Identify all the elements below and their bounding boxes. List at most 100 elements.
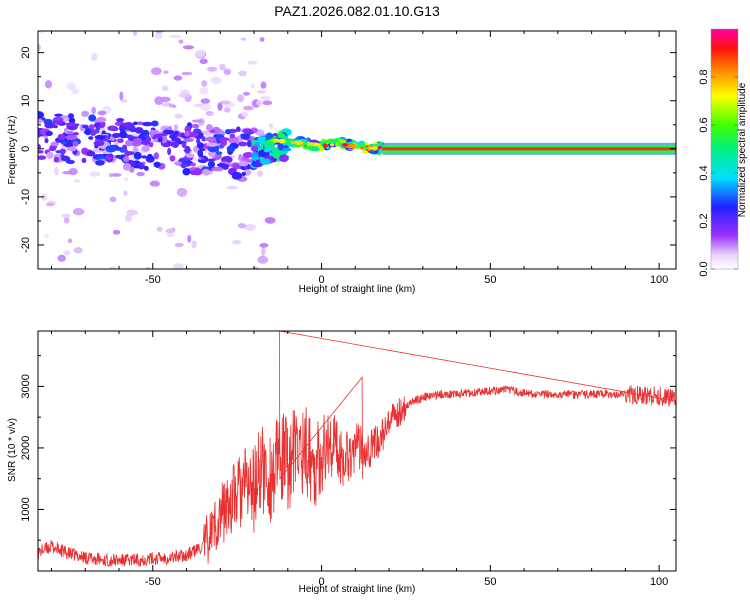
spectral-blob — [45, 130, 53, 137]
spectral-blob — [268, 122, 274, 129]
spectral-blob — [193, 168, 203, 176]
spectral-blob — [153, 152, 159, 160]
spectral-blob — [141, 155, 148, 159]
spectral-blob — [48, 146, 57, 152]
spectral-blob — [207, 66, 218, 72]
spectral-blob — [63, 127, 69, 134]
spectral-blob — [38, 43, 41, 52]
spectral-blob — [174, 242, 184, 248]
spectral-blob — [38, 149, 44, 154]
spectral-blob — [71, 88, 80, 95]
spectral-blob — [181, 71, 193, 76]
chart-title: PAZ1.2026.082.01.10.G13 — [274, 3, 440, 19]
spectral-blob — [191, 119, 203, 123]
spectral-blob — [262, 100, 273, 106]
spectral-blob — [204, 136, 217, 142]
spectral-blob — [259, 37, 265, 42]
snr-x-axis-label: Height of straight line (km) — [299, 584, 416, 595]
spectral-blob — [195, 49, 206, 58]
spectral-blob — [237, 222, 247, 229]
spectral-blob — [123, 190, 128, 196]
x-tick-label: 50 — [484, 576, 496, 588]
spectral-blob — [238, 153, 243, 162]
spectral-blob — [206, 158, 216, 162]
tone-line — [382, 147, 676, 151]
spectral-blob — [219, 100, 231, 105]
spectral-blob — [256, 90, 266, 94]
spectral-blob — [120, 99, 128, 103]
spectral-blob — [44, 234, 50, 239]
spectral-blob — [124, 177, 129, 181]
spectral-blob — [148, 142, 154, 148]
spectral-blob — [46, 151, 54, 159]
spectral-peak — [308, 142, 314, 146]
spectral-blob — [264, 217, 276, 224]
spectral-blob — [211, 166, 224, 172]
spectral-blob — [169, 34, 182, 39]
spectral-blob — [89, 171, 101, 177]
spectral-blob — [251, 155, 260, 162]
spectral-blob — [88, 129, 100, 135]
spectral-blob — [219, 63, 226, 71]
spectral-blob — [256, 99, 264, 106]
spectral-blob — [63, 250, 71, 256]
spectral-blob — [277, 133, 286, 139]
snr-x-ticks: -50 0 50 100 — [51, 331, 668, 588]
spectral-blob — [231, 171, 243, 180]
spectral-blob — [153, 161, 161, 168]
spectral-blob — [124, 139, 133, 147]
spectrogram-y-ticks: -20 -10 0 10 20 — [20, 47, 676, 270]
spectral-blob — [162, 129, 175, 135]
spectral-blob — [73, 247, 83, 254]
colorbar: 0.0 0.2 0.4 0.6 0.8 Normalized spectral ampl… — [698, 28, 748, 277]
spectral-peak — [370, 146, 378, 150]
spectral-blob — [38, 111, 45, 119]
spectral-blob — [108, 173, 113, 178]
spectral-blob — [345, 138, 353, 143]
spectral-peak — [341, 143, 349, 147]
spectral-blob — [257, 255, 269, 264]
spectral-blob — [265, 132, 273, 140]
x-tick-label: 100 — [650, 576, 668, 588]
spectral-peak — [272, 138, 281, 143]
spectral-blob — [132, 146, 139, 154]
spectral-peak — [294, 140, 303, 145]
spectral-blob — [38, 144, 42, 150]
spectral-blob — [66, 82, 76, 91]
spectral-blob — [238, 70, 247, 77]
spectral-blob — [260, 95, 271, 100]
spectral-peak — [302, 141, 307, 145]
colorbar-tick-label: 0.0 — [698, 261, 710, 276]
spectral-blob — [223, 68, 232, 75]
y-tick-label: -20 — [20, 237, 32, 253]
spectral-blob — [206, 142, 219, 147]
spectral-blob — [241, 171, 246, 177]
spectral-blob — [59, 148, 66, 155]
spectral-blob — [65, 134, 78, 140]
spectral-blob — [214, 154, 221, 158]
spectral-blob — [151, 120, 159, 127]
spectral-blob — [84, 127, 92, 136]
spectral-blob — [169, 141, 177, 147]
spectral-blob — [61, 155, 71, 162]
spectral-blob — [210, 76, 222, 84]
spectral-blob — [185, 153, 195, 158]
colorbar-tick-label: 0.4 — [698, 165, 710, 180]
x-tick-label: 0 — [318, 274, 324, 286]
spectral-blob — [54, 166, 59, 176]
spectral-blob — [278, 154, 289, 162]
spectral-blob — [93, 140, 105, 147]
spectral-peak — [335, 142, 339, 147]
spectral-blob — [165, 228, 175, 234]
spectral-blob — [205, 123, 213, 132]
spectral-blob — [237, 141, 248, 147]
spectral-blob — [224, 128, 232, 135]
spectral-blob — [159, 96, 171, 103]
spectral-blob — [182, 138, 194, 142]
spectral-blob — [52, 120, 64, 125]
spectral-blob — [121, 122, 128, 127]
spectrogram-x-ticks: -50 0 50 100 — [51, 31, 668, 286]
spectral-blob — [172, 263, 184, 269]
colorbar-frame — [710, 28, 739, 270]
spectral-blob — [122, 162, 132, 171]
